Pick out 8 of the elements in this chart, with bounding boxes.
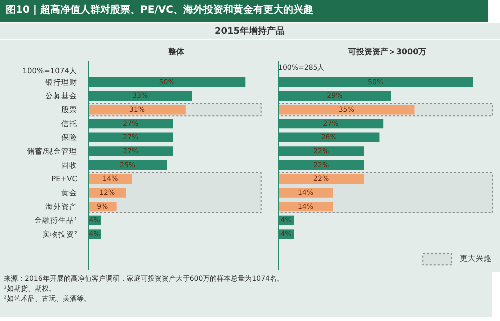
- chart-title: 可投资资产＞3000万: [347, 48, 427, 56]
- bar: [278, 174, 364, 184]
- text: 整体: [168, 48, 186, 56]
- chart-title: 图10 | 超高净值人群对股票、PE/VC、海外投资和黄金有更大的兴趣: [0, 0, 488, 22]
- bar: [88, 105, 186, 115]
- bar: [278, 105, 415, 115]
- bar: [278, 188, 333, 198]
- chart-subtitle: 2015年增持产品: [0, 23, 500, 39]
